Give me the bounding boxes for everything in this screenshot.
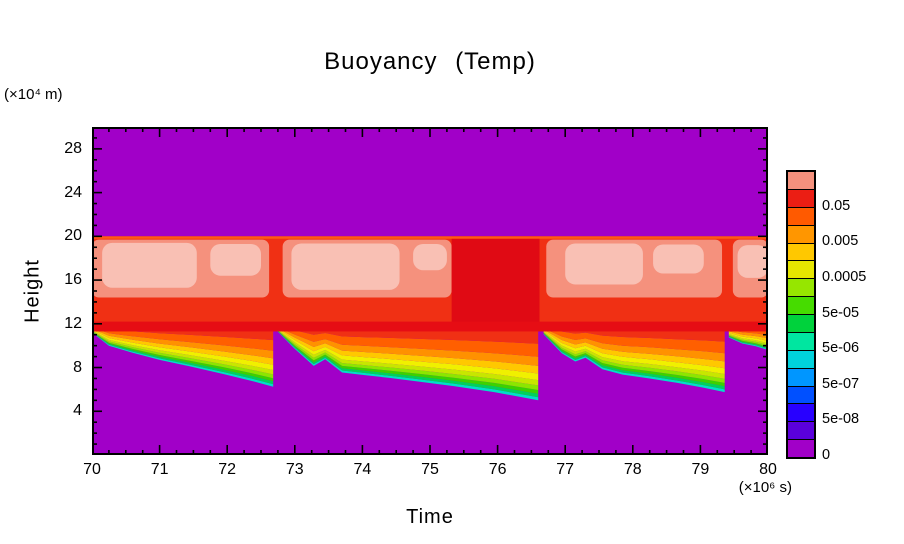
- tooth-layer: [728, 329, 768, 339]
- x-axis-title: Time: [406, 506, 454, 528]
- colorbar-segment: [788, 332, 814, 351]
- colorbar-tick-label: 0.0005: [822, 268, 867, 285]
- colorbar-segment: [788, 315, 814, 333]
- band-top-strip: [92, 236, 768, 239]
- tooth-layer: [728, 336, 768, 350]
- colorbar-tick-label: 5e-06: [822, 340, 860, 357]
- tooth-layer: [543, 333, 725, 393]
- y-tick-label: 12: [64, 314, 82, 332]
- tooth-layer: [275, 327, 539, 381]
- tooth-layer: [543, 329, 725, 369]
- band-pink-patch: [565, 243, 643, 285]
- y-tick-label: 28: [64, 139, 82, 157]
- x-tick-label: 76: [488, 461, 507, 478]
- x-tick-label: 77: [556, 461, 575, 478]
- x-tick-label: 78: [623, 461, 642, 478]
- x-tick-label: 75: [421, 461, 439, 478]
- colorbar: [786, 170, 816, 459]
- colorbar-segments: [788, 172, 814, 457]
- y-tick-label: 16: [64, 271, 82, 289]
- band-bottom-strip: [92, 321, 768, 332]
- heatmap-plot-area: [92, 127, 768, 455]
- colorbar-segment: [788, 440, 814, 457]
- tooth-layer: [728, 333, 768, 345]
- colorbar-tick-label: 5e-05: [822, 304, 860, 321]
- y-axis-unit-label: (×10⁴ m): [4, 86, 63, 103]
- colorbar-segment: [788, 422, 814, 441]
- tooth-layer: [543, 326, 725, 354]
- tooth-layer: [92, 328, 274, 365]
- colorbar-tick-label: 5e-07: [822, 375, 860, 392]
- band-pink-patch: [737, 245, 768, 278]
- tooth-layer: [275, 329, 539, 398]
- colorbar-segment: [788, 225, 814, 244]
- tooth-layer: [543, 333, 725, 390]
- tooth-layer: [92, 330, 274, 379]
- tooth-layer: [92, 331, 274, 382]
- tooth-layer: [728, 335, 768, 348]
- colorbar-segment: [788, 261, 814, 280]
- colorbar-segment: [788, 189, 814, 208]
- x-tick-label: 70: [83, 461, 101, 478]
- band-pink-patch: [413, 243, 447, 271]
- colorbar-segment: [788, 350, 814, 369]
- plot-frame: [92, 127, 768, 455]
- tooth-layer: [728, 334, 768, 347]
- x-tick-label: 71: [150, 461, 169, 478]
- tooth-layer: [92, 331, 274, 385]
- x-tick-label: 74: [353, 461, 372, 478]
- tooth-layer: [728, 336, 768, 349]
- tooth-layer: [275, 329, 539, 401]
- tooth-layer: [275, 329, 539, 394]
- y-tick-label: 8: [73, 358, 82, 376]
- x-tick-label: 72: [218, 461, 237, 478]
- colorbar-segment: [788, 297, 814, 315]
- band-pink-patch: [291, 243, 400, 290]
- tooth-layer: [275, 325, 539, 357]
- band-dark-column: [451, 236, 540, 324]
- colorbar-tick-label: 5e-08: [822, 411, 860, 428]
- tooth-layer: [92, 326, 274, 351]
- tooth-layer: [275, 326, 539, 366]
- y-tick-label: 20: [64, 227, 82, 245]
- colorbar-segment: [788, 386, 814, 405]
- tooth-layer: [728, 331, 768, 341]
- tooth-layer: [275, 327, 539, 374]
- tooth-layer: [543, 331, 725, 379]
- tooth-layer: [543, 330, 725, 374]
- tooth-layer: [543, 332, 725, 387]
- tooth-layer: [543, 332, 725, 383]
- tooth-layer: [92, 330, 274, 375]
- band-pink-patch: [210, 243, 261, 276]
- y-tick-label: 24: [64, 183, 82, 201]
- colorbar-tick-label: 0.05: [822, 197, 851, 214]
- x-tick-label: 79: [691, 461, 710, 478]
- y-axis-title: Height: [21, 259, 44, 323]
- colorbar-segment: [788, 279, 814, 298]
- tooth-layer: [543, 328, 725, 362]
- colorbar-segment: [788, 404, 814, 423]
- x-tick-label: 80: [759, 461, 777, 478]
- tooth-layer: [728, 332, 768, 344]
- band-pink-patch: [102, 242, 197, 288]
- x-tick-label: 73: [285, 461, 304, 478]
- colorbar-segment: [788, 243, 814, 262]
- tooth-layer: [275, 328, 539, 386]
- colorbar-tick-label: 0: [822, 447, 831, 463]
- tooth-layer: [275, 328, 539, 390]
- colorbar-segment: [788, 368, 814, 387]
- colorbar-tick-label: 0.005: [822, 233, 859, 250]
- y-tick-label: 4: [73, 402, 82, 420]
- tooth-layer: [92, 332, 274, 387]
- tooth-layer: [92, 327, 274, 359]
- chart-title: Buoyancy (Temp): [324, 48, 536, 75]
- x-axis-unit-label: (×10⁶ s): [738, 479, 792, 496]
- colorbar-segment: [788, 172, 814, 190]
- band-pink-patch: [653, 244, 704, 274]
- tooth-layer: [92, 329, 274, 370]
- colorbar-segment: [788, 207, 814, 226]
- heatmap-canvas: [92, 127, 768, 455]
